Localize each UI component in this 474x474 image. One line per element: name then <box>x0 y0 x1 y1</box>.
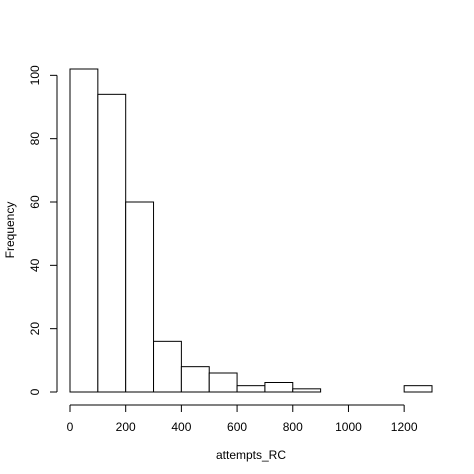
y-tick-label: 80 <box>28 132 42 146</box>
x-tick-label: 200 <box>116 420 136 434</box>
histogram-bar <box>292 388 322 393</box>
y-tick-label: 60 <box>28 195 42 209</box>
x-tick-label: 800 <box>283 420 303 434</box>
histogram-bar <box>125 201 155 393</box>
histogram-bar <box>403 385 433 393</box>
histogram-bar <box>69 68 99 393</box>
x-axis-label: attempts_RC <box>216 448 286 462</box>
y-tick-label: 20 <box>28 322 42 336</box>
x-tick-label: 1000 <box>335 420 362 434</box>
x-tick-label: 0 <box>67 420 74 434</box>
y-tick-label: 0 <box>28 388 42 395</box>
histogram-bar <box>153 340 182 393</box>
x-tick-label: 1200 <box>391 420 418 434</box>
histogram-bar <box>180 366 210 393</box>
histogram-bar <box>264 382 294 393</box>
x-tick-label: 600 <box>227 420 247 434</box>
x-tick-label: 400 <box>171 420 191 434</box>
y-tick-label: 40 <box>28 258 42 272</box>
y-axis-label: Frequency <box>3 202 17 259</box>
x-axis: 0 200 400 600 800 1000 1200 <box>67 404 418 434</box>
y-tick-label: 100 <box>28 65 42 85</box>
histogram-bar <box>97 93 127 393</box>
y-axis: 0 20 40 60 80 100 <box>28 65 58 395</box>
bars-group <box>69 68 433 393</box>
histogram-bar <box>236 385 266 393</box>
histogram-bar <box>208 372 238 393</box>
